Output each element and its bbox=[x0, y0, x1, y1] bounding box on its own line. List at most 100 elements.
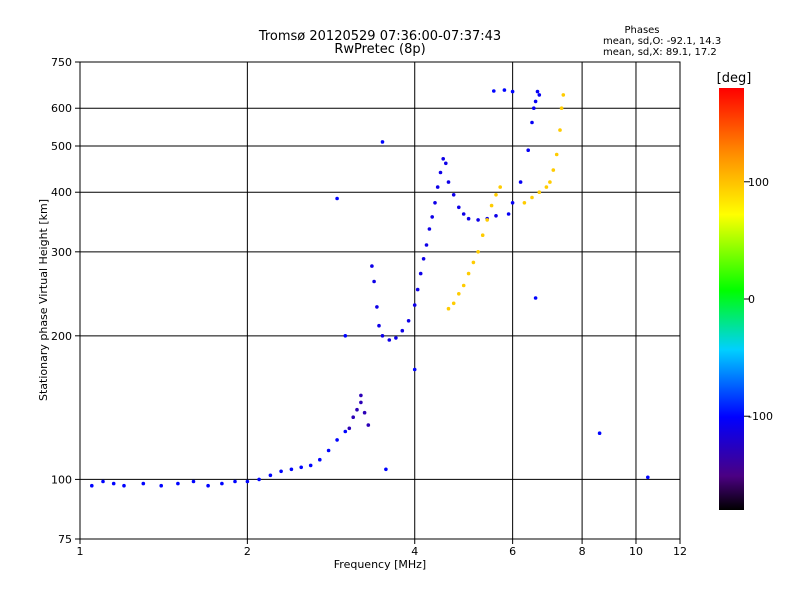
data-points bbox=[90, 88, 650, 488]
data-point bbox=[279, 469, 283, 474]
data-point bbox=[438, 170, 443, 175]
colorbar bbox=[719, 88, 744, 510]
data-point bbox=[551, 168, 556, 172]
data-point bbox=[343, 429, 348, 434]
x-tick-label: 8 bbox=[579, 545, 586, 558]
phases-title: Phases bbox=[624, 25, 659, 36]
data-point bbox=[461, 283, 466, 288]
data-point bbox=[457, 292, 461, 296]
data-point bbox=[446, 180, 451, 184]
x-tick-label: 10 bbox=[629, 545, 643, 558]
y-tick-label: 200 bbox=[51, 330, 72, 343]
data-point bbox=[400, 328, 405, 333]
data-point bbox=[343, 334, 348, 338]
data-point bbox=[492, 89, 496, 93]
data-point bbox=[335, 438, 339, 442]
data-point bbox=[351, 415, 356, 420]
data-point bbox=[335, 196, 339, 201]
data-point bbox=[111, 481, 116, 486]
data-point bbox=[299, 465, 304, 470]
x-tick-label: 1 bbox=[77, 545, 84, 558]
data-point bbox=[498, 185, 503, 189]
y-axis: 75 100 200 300 400 500 600 750 bbox=[51, 56, 80, 546]
data-point bbox=[537, 190, 542, 194]
data-point bbox=[257, 477, 261, 482]
data-point bbox=[347, 426, 352, 431]
data-point bbox=[544, 185, 549, 189]
data-point bbox=[308, 463, 313, 468]
data-point bbox=[427, 227, 432, 231]
data-point bbox=[220, 481, 224, 486]
data-point bbox=[510, 89, 515, 94]
data-point bbox=[441, 157, 446, 161]
data-point bbox=[522, 201, 527, 205]
x-tick-label: 6 bbox=[509, 545, 516, 558]
y-tick-label: 100 bbox=[51, 473, 72, 486]
colorbar-label: [deg] bbox=[717, 71, 752, 86]
x-tick-label: 12 bbox=[673, 545, 687, 558]
y-tick-label: 400 bbox=[51, 186, 72, 199]
data-point bbox=[90, 483, 94, 488]
data-point bbox=[533, 99, 538, 104]
data-point bbox=[494, 214, 498, 218]
data-point bbox=[141, 481, 146, 486]
chart-title: Tromsø 20120529 07:36:00-07:37:43 bbox=[258, 29, 501, 44]
data-point bbox=[362, 410, 367, 415]
data-point bbox=[502, 88, 507, 92]
data-point bbox=[412, 367, 417, 372]
data-point bbox=[466, 216, 471, 221]
data-point bbox=[537, 93, 542, 97]
x-axis-label: Frequency [MHz] bbox=[334, 558, 426, 571]
data-point bbox=[430, 215, 435, 219]
data-point bbox=[418, 271, 423, 276]
data-point bbox=[366, 423, 371, 427]
data-point bbox=[394, 336, 398, 340]
data-point bbox=[530, 120, 534, 125]
data-point bbox=[554, 152, 559, 157]
data-point bbox=[380, 140, 385, 144]
colorbar-ticks: 100 0 -100 bbox=[744, 176, 773, 423]
data-point bbox=[489, 203, 494, 208]
data-point bbox=[457, 205, 461, 210]
data-point bbox=[380, 334, 385, 338]
data-point bbox=[355, 407, 359, 412]
data-point bbox=[518, 180, 523, 184]
y-tick-label: 300 bbox=[51, 246, 72, 259]
y-axis-label: Stationary phase Virtual Height [km] bbox=[37, 199, 50, 401]
data-point bbox=[370, 264, 374, 268]
data-point bbox=[471, 260, 476, 265]
data-point bbox=[233, 479, 237, 484]
data-point bbox=[466, 271, 471, 276]
data-point bbox=[559, 106, 564, 110]
data-point bbox=[480, 233, 485, 237]
data-point bbox=[359, 393, 363, 398]
data-point bbox=[384, 467, 388, 472]
phases-x-line: mean, sd,X: 89.1, 17.2 bbox=[603, 47, 717, 58]
data-point bbox=[377, 323, 381, 328]
data-point bbox=[359, 400, 363, 405]
data-point bbox=[176, 481, 180, 486]
data-point bbox=[446, 306, 451, 311]
colorbar-tick-label: 0 bbox=[748, 293, 755, 306]
data-point bbox=[451, 193, 456, 197]
data-point bbox=[476, 250, 480, 254]
y-tick-label: 75 bbox=[58, 533, 72, 546]
plot-area bbox=[79, 61, 681, 540]
data-point bbox=[289, 467, 294, 472]
colorbar-tick-label: -100 bbox=[748, 410, 773, 423]
data-point bbox=[476, 218, 480, 222]
data-point bbox=[122, 483, 126, 488]
y-tick-label: 600 bbox=[51, 102, 72, 115]
data-point bbox=[101, 479, 105, 484]
data-point bbox=[421, 257, 426, 261]
data-point bbox=[548, 180, 552, 184]
data-point bbox=[424, 243, 429, 247]
data-point bbox=[558, 128, 562, 132]
data-point bbox=[268, 473, 273, 478]
data-point bbox=[191, 479, 196, 484]
data-point bbox=[444, 161, 448, 166]
data-point bbox=[387, 338, 392, 342]
data-point bbox=[435, 185, 440, 189]
data-point bbox=[532, 106, 536, 110]
